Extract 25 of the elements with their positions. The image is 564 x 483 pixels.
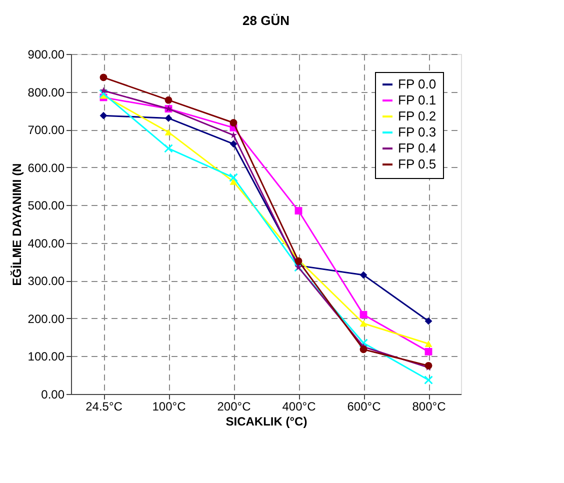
y-axis-title: EĞİLME DAYANIMI (N bbox=[10, 163, 24, 286]
legend-label: FP 0.3 bbox=[398, 124, 436, 140]
y-tick-label: 100.00 bbox=[28, 350, 65, 364]
y-tick-label: 0.00 bbox=[41, 388, 65, 402]
legend-label: FP 0.4 bbox=[398, 140, 436, 156]
x-tick-label: 400°C bbox=[282, 400, 316, 414]
y-tick-label: 600.00 bbox=[28, 160, 65, 175]
x-tick-label: 800°C bbox=[412, 400, 446, 414]
y-tick-label: 700.00 bbox=[28, 123, 65, 138]
legend-label: FP 0.1 bbox=[398, 92, 436, 108]
x-tick-label: 24.5°C bbox=[86, 400, 123, 414]
chart-title: 28 GÜN bbox=[242, 13, 290, 28]
x-axis-title: SICAKLIK (°C) bbox=[226, 414, 308, 428]
legend-label: FP 0.2 bbox=[398, 108, 436, 124]
legend-label: FP 0.0 bbox=[398, 76, 436, 92]
x-tick-label: 100°C bbox=[152, 400, 186, 414]
y-tick-label: 200.00 bbox=[28, 312, 65, 326]
y-tick-label: 800.00 bbox=[28, 85, 65, 100]
x-tick-label: 200°C bbox=[217, 400, 252, 414]
y-tick-label: 400.00 bbox=[28, 236, 65, 250]
y-tick-label: 500.00 bbox=[28, 198, 65, 213]
y-tick-label: 300.00 bbox=[28, 274, 65, 288]
y-tick-label: 900.00 bbox=[28, 48, 65, 62]
legend-label: FP 0.5 bbox=[398, 156, 436, 172]
x-tick-label: 600°C bbox=[347, 400, 382, 414]
